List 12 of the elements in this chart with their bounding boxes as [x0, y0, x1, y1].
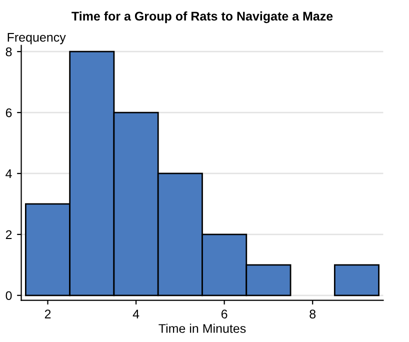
- y-tick-label: 0: [6, 291, 12, 300]
- y-tick-label: 6: [6, 108, 12, 118]
- x-tick-label: 2: [44, 310, 51, 318]
- x-tick-label: 4: [132, 310, 140, 318]
- x-axis-title: Time in Minutes: [158, 324, 246, 333]
- y-tick-label: 4: [6, 169, 12, 178]
- chart-title: Time for a Group of Rats to Navigate a Maze: [72, 11, 333, 24]
- x-tick-label: 6: [221, 310, 228, 318]
- y-tick-label: 8: [6, 47, 12, 56]
- y-axis-title: Frequency: [8, 33, 66, 44]
- y-tick-label: 2: [6, 230, 12, 239]
- x-tick-label: 8: [310, 310, 316, 318]
